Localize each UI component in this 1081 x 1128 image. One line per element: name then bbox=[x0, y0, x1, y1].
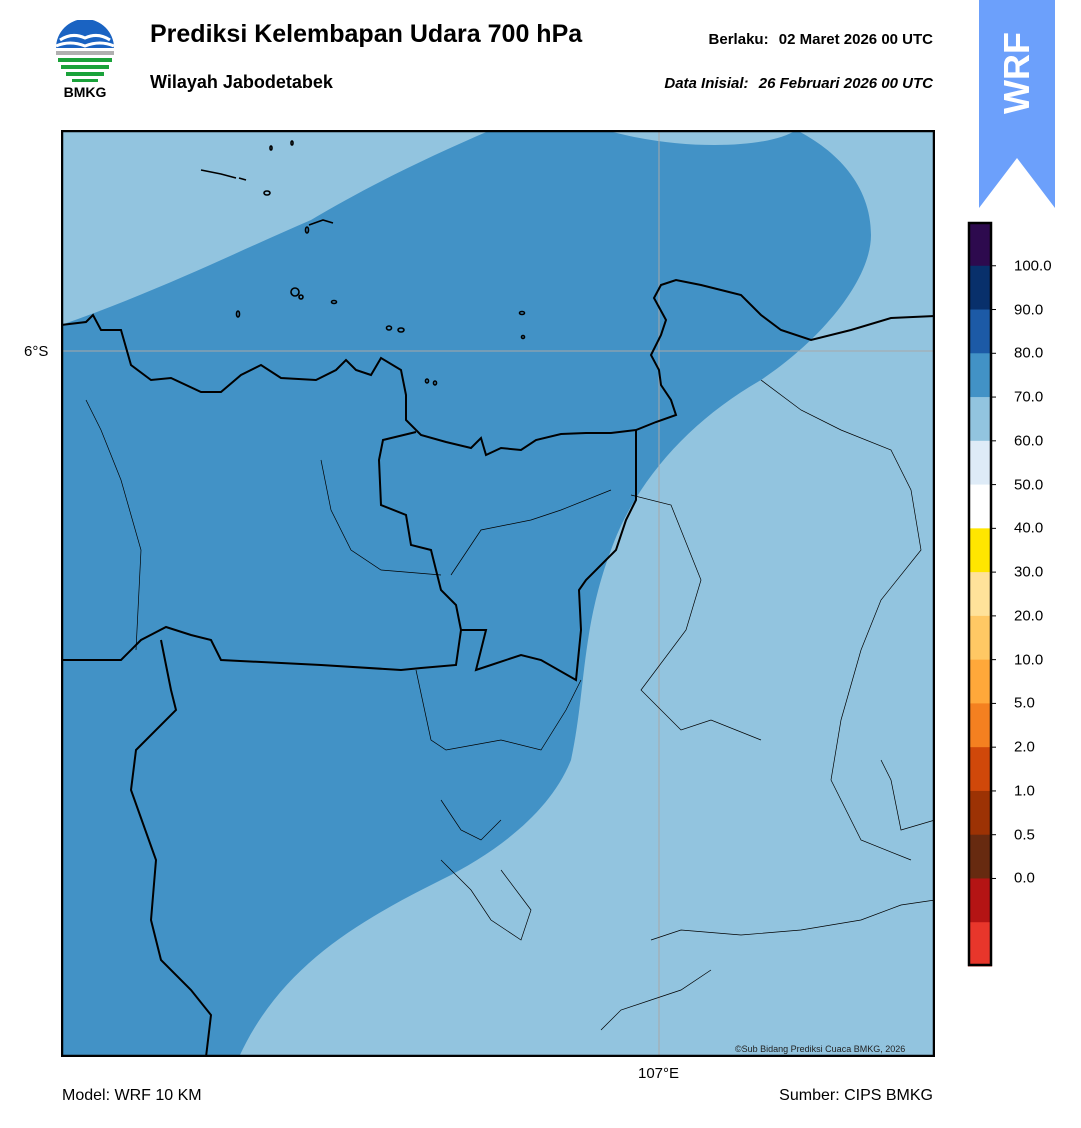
colorbar-segment bbox=[968, 572, 992, 617]
colorbar-segment bbox=[968, 397, 992, 442]
valid-date: 02 Maret 2026 00 UTC bbox=[778, 31, 933, 48]
coastline bbox=[61, 278, 935, 457]
colorbar-label: 100.0 bbox=[1014, 257, 1052, 275]
logo-text: BMKG bbox=[63, 84, 107, 100]
wrf-badge-text: WRF bbox=[996, 32, 1037, 114]
map-subtitle: Wilayah Jabodetabek bbox=[150, 72, 333, 92]
islands bbox=[200, 140, 526, 386]
colorbar-segment bbox=[968, 747, 992, 792]
model-info: Model: WRF 10 KM bbox=[62, 1087, 202, 1104]
colorbar-segment bbox=[968, 790, 992, 836]
colorbar-label: 2.0 bbox=[1014, 738, 1035, 756]
valid-time: Berlaku: 02 Maret 2026 00 UTC bbox=[709, 31, 933, 48]
colorbar-label: 60.0 bbox=[1014, 432, 1044, 450]
colorbar-segment bbox=[968, 222, 992, 267]
colorbar-label: 20.0 bbox=[1014, 607, 1044, 625]
colorbar-segment bbox=[968, 309, 992, 354]
colorbar-label: 5.0 bbox=[1014, 694, 1035, 712]
init-date: 26 Februari 2026 00 UTC bbox=[758, 75, 933, 92]
colorbar-segment bbox=[968, 265, 992, 311]
map-frame bbox=[61, 130, 935, 1057]
longitude-label: 107°E bbox=[638, 1065, 680, 1082]
init-label: Data Inisial: bbox=[664, 75, 749, 92]
district-boundaries bbox=[85, 379, 935, 1031]
colorbar-segment bbox=[968, 703, 992, 748]
wrf-badge: WRF bbox=[979, 0, 1055, 208]
colorbar-segment bbox=[968, 484, 992, 529]
colorbar-segment bbox=[968, 353, 992, 398]
region-60-70-northwest bbox=[61, 130, 491, 325]
colorbar-segment bbox=[968, 440, 992, 486]
region-60-70-north bbox=[606, 130, 796, 146]
map-title: Prediksi Kelembapan Udara 700 hPa bbox=[150, 20, 583, 48]
colorbar-label: 0.0 bbox=[1014, 869, 1035, 887]
colorbar-label: 80.0 bbox=[1014, 344, 1044, 362]
colorbar-segment bbox=[968, 659, 992, 704]
colorbar-label: 30.0 bbox=[1014, 563, 1044, 581]
province-boundary bbox=[129, 639, 213, 1057]
colorbar-label: 40.0 bbox=[1014, 519, 1044, 537]
map-credit: ©Sub Bidang Prediksi Cuaca BMKG, 2026 bbox=[735, 1044, 906, 1054]
source-info: Sumber: CIPS BMKG bbox=[779, 1087, 933, 1104]
colorbar bbox=[967, 221, 996, 967]
colorbar-label: 0.5 bbox=[1014, 826, 1035, 844]
colorbar-segment bbox=[968, 922, 992, 967]
colorbar-segment bbox=[968, 615, 992, 661]
colorbar-label: 1.0 bbox=[1014, 782, 1035, 800]
colorbar-label: 90.0 bbox=[1014, 301, 1044, 319]
colorbar-label: 10.0 bbox=[1014, 651, 1044, 669]
colorbar-segment bbox=[968, 528, 992, 573]
colorbar-label: 50.0 bbox=[1014, 476, 1044, 494]
bmkg-logo-icon bbox=[55, 20, 115, 82]
colorbar-segment bbox=[968, 834, 992, 879]
humidity-map bbox=[61, 130, 935, 1057]
colorbar-label: 70.0 bbox=[1014, 388, 1044, 406]
province-boundary bbox=[461, 430, 637, 682]
region-60-70-southeast bbox=[239, 130, 935, 1057]
valid-label: Berlaku: bbox=[708, 31, 769, 48]
init-time: Data Inisial: 26 Februari 2026 00 UTC bbox=[664, 75, 933, 92]
province-boundary bbox=[61, 431, 463, 672]
latitude-label: 6°S bbox=[24, 343, 49, 360]
colorbar-frame bbox=[967, 221, 993, 967]
colorbar-segment bbox=[968, 878, 992, 923]
